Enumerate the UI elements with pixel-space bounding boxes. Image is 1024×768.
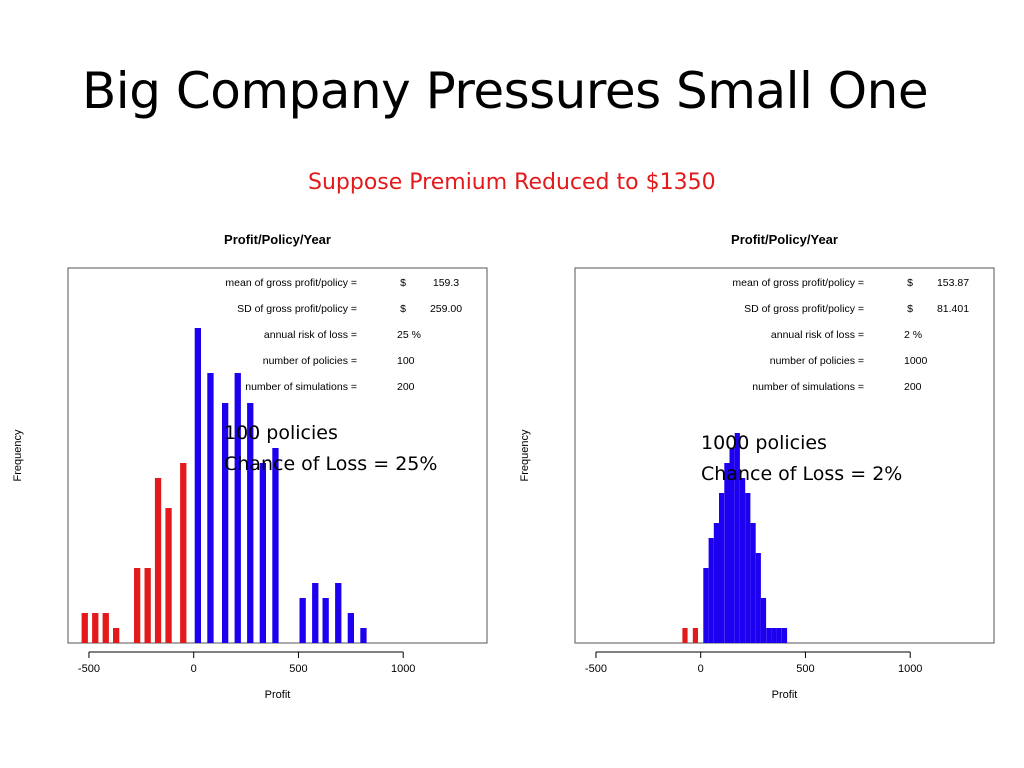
bar-profit	[347, 613, 354, 643]
bar-loss	[154, 478, 162, 643]
bar-profit	[755, 553, 761, 643]
bar-profit	[247, 403, 254, 643]
bar-profit	[760, 598, 767, 643]
slide-title: Big Company Pressures Small One	[82, 62, 929, 120]
bar-profit	[234, 373, 241, 643]
note-line-2: Chance of Loss = 25%	[224, 453, 438, 475]
x-axis-label: Profit	[772, 689, 798, 701]
bar-profit	[740, 478, 746, 643]
bar-profit	[781, 628, 788, 643]
x-tick-label: -500	[78, 663, 100, 675]
stat-value: 100	[397, 355, 415, 367]
stat-value: 159.3	[433, 277, 459, 289]
stat-label: number of policies =	[770, 355, 864, 367]
stat-unit: $	[400, 277, 406, 289]
stat-unit: $	[400, 303, 406, 315]
bar-loss	[92, 613, 99, 643]
stat-label: annual risk of loss =	[771, 329, 864, 341]
bar-profit	[719, 493, 725, 643]
stat-unit: $	[907, 277, 913, 289]
bar-profit	[207, 373, 214, 643]
stat-label: mean of gross profit/policy =	[732, 277, 864, 289]
stat-label: number of simulations =	[245, 381, 357, 393]
stat-value: 1000	[904, 355, 928, 367]
bar-profit	[312, 583, 319, 643]
bar-profit	[194, 328, 201, 643]
bar-loss	[113, 628, 120, 643]
bar-profit	[322, 598, 329, 643]
x-tick-label: -500	[585, 663, 607, 675]
stat-unit: $	[907, 303, 913, 315]
stat-label: mean of gross profit/policy =	[225, 277, 357, 289]
bar-profit	[729, 448, 735, 643]
x-tick-label: 500	[796, 663, 814, 675]
chart-title: Profit/Policy/Year	[224, 232, 331, 247]
bar-profit	[708, 538, 714, 643]
bar-loss	[144, 568, 151, 643]
stat-label: number of policies =	[263, 355, 357, 367]
chart-note: 100 policies Chance of Loss = 25%	[224, 418, 437, 480]
x-tick-label: 1000	[391, 663, 415, 675]
histogram-100-policies: Profit/Policy/Year mean of gross profit/p…	[12, 232, 488, 701]
bar-loss	[102, 613, 109, 643]
note-line-1: 100 policies	[224, 422, 338, 444]
bar-profit	[713, 523, 719, 643]
bar-profit	[766, 628, 772, 643]
stat-label: SD of gross profit/policy =	[237, 303, 357, 315]
note-line-2: Chance of Loss = 2%	[701, 463, 903, 485]
bar-loss	[81, 613, 88, 643]
bar-loss	[134, 568, 141, 643]
bar-loss	[165, 508, 172, 643]
x-tick-label: 1000	[898, 663, 922, 675]
bar-profit	[703, 568, 709, 643]
x-tick-label: 0	[698, 663, 704, 675]
bar-profit	[222, 403, 229, 643]
stat-value: 200	[904, 381, 922, 393]
note-line-1: 1000 policies	[701, 432, 827, 454]
slide-subtitle: Suppose Premium Reduced to $1350	[308, 170, 716, 195]
bar-profit	[259, 463, 266, 643]
chart-note: 1000 policies Chance of Loss = 2%	[701, 428, 902, 490]
bar-profit	[745, 493, 751, 643]
bar-profit	[750, 523, 756, 643]
x-tick-label: 500	[289, 663, 307, 675]
chart-1000-policies: Profit/Policy/Year mean of gross profit/p…	[517, 225, 1017, 715]
stat-value: 153.87	[937, 277, 969, 289]
bar-profit	[771, 628, 777, 643]
x-axis-label: Profit	[265, 689, 291, 701]
stat-label: SD of gross profit/policy =	[744, 303, 864, 315]
stat-value: 81.401	[937, 303, 969, 315]
chart-title: Profit/Policy/Year	[731, 232, 838, 247]
stat-label: number of simulations =	[752, 381, 864, 393]
y-axis-label: Frequency	[12, 429, 24, 481]
bar-profit	[299, 598, 306, 643]
stat-value: 2 %	[904, 329, 922, 341]
bar-profit	[724, 463, 730, 643]
bar-profit	[360, 628, 367, 643]
stat-value: 259.00	[430, 303, 462, 315]
bar-profit	[734, 433, 740, 643]
bar-loss	[180, 463, 187, 643]
bar-profit	[272, 448, 279, 643]
bar-profit	[776, 628, 782, 643]
stat-value: 200	[397, 381, 415, 393]
y-axis-label: Frequency	[519, 429, 531, 481]
x-tick-label: 0	[191, 663, 197, 675]
stat-value: 25 %	[397, 329, 421, 341]
bar-loss	[692, 628, 698, 643]
histogram-1000-policies: Profit/Policy/Year mean of gross profit/p…	[519, 232, 995, 701]
bar-loss	[682, 628, 688, 643]
bar-profit	[335, 583, 342, 643]
chart-100-policies: Profit/Policy/Year mean of gross profit/p…	[10, 225, 510, 715]
stat-label: annual risk of loss =	[264, 329, 357, 341]
